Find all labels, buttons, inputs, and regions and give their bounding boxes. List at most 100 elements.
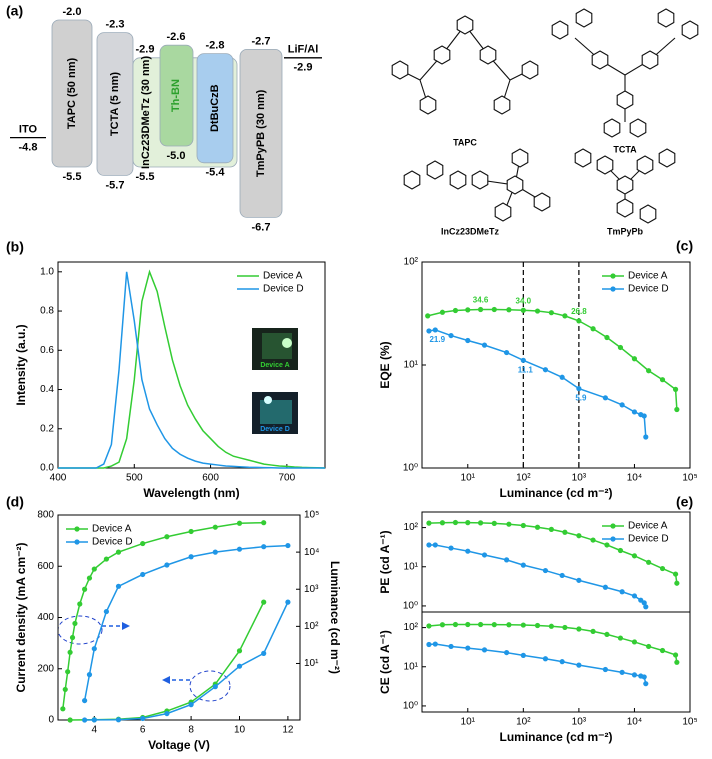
data-point xyxy=(619,402,625,408)
lumo-label: -2.0 xyxy=(63,6,82,18)
data-point xyxy=(477,306,484,313)
data-point xyxy=(602,584,608,590)
data-point xyxy=(534,524,541,530)
data-point xyxy=(67,649,73,655)
electrode-name: LiF/Al xyxy=(288,44,319,56)
data-point xyxy=(86,672,93,678)
data-point xyxy=(520,307,526,313)
legend-label: Device D xyxy=(263,284,304,295)
data-point xyxy=(164,710,170,717)
data-point xyxy=(432,327,438,333)
ring xyxy=(511,148,529,168)
data-point xyxy=(559,374,565,380)
x-tick-label: 10³ xyxy=(572,717,587,728)
energy-level-box xyxy=(51,19,93,168)
data-point xyxy=(448,332,454,339)
ring xyxy=(521,60,539,80)
data-point xyxy=(452,307,459,314)
data-point xyxy=(140,571,146,578)
molecule-tmpypb xyxy=(574,148,676,224)
data-point xyxy=(448,545,454,551)
y2-tick-label: 10³ xyxy=(304,584,319,595)
data-point xyxy=(504,649,510,656)
layer-name: TAPC (50 nm) xyxy=(66,58,78,130)
y-tick-label: 10² xyxy=(404,257,419,268)
lumo-label: -2.3 xyxy=(106,19,125,31)
data-point xyxy=(643,681,649,687)
legend-marker xyxy=(610,273,616,279)
data-point xyxy=(672,571,679,577)
legend-label: Device A xyxy=(628,271,668,282)
data-point xyxy=(115,583,122,589)
ring xyxy=(494,202,512,222)
y-tick-label: 800 xyxy=(37,510,54,521)
data-point xyxy=(236,663,243,669)
x-axis-label: Luminance (cd m⁻²) xyxy=(499,730,612,744)
y-tick-label: 200 xyxy=(37,663,54,674)
legend-label: Device D xyxy=(92,537,133,548)
device-glow xyxy=(264,396,272,404)
lumo-label: -2.8 xyxy=(206,40,225,52)
y-tick-label: 0.0 xyxy=(40,463,54,474)
data-point xyxy=(520,522,526,529)
data-point xyxy=(520,357,526,363)
legend-label: Device A xyxy=(628,521,668,532)
data-point xyxy=(631,553,638,559)
data-point xyxy=(520,562,526,568)
x-axis-label: Luminance (cd m⁻²) xyxy=(499,486,612,500)
data-point xyxy=(562,313,568,319)
panel-label: (e) xyxy=(676,494,693,510)
data-point xyxy=(439,520,446,526)
value-label: 5.9 xyxy=(575,394,587,403)
data-point xyxy=(548,623,554,629)
ring xyxy=(658,148,676,168)
energy-level-box xyxy=(239,49,283,218)
molecule-label: InCz23DMeTz xyxy=(441,226,500,236)
ring xyxy=(551,20,569,40)
y-tick-label: 10¹ xyxy=(404,661,419,672)
data-point xyxy=(477,520,484,526)
electrode-name: ITO xyxy=(19,124,38,136)
x-axis-label: Voltage (V) xyxy=(148,738,210,752)
value-label: 26.8 xyxy=(571,307,587,316)
data-point xyxy=(432,542,438,548)
data-point xyxy=(91,566,97,572)
ring xyxy=(574,148,592,168)
legend-label: Device D xyxy=(628,284,669,295)
x-axis-label: Wavelength (nm) xyxy=(143,486,239,500)
electrode-level-label: -4.8 xyxy=(19,142,38,154)
data-point xyxy=(77,601,83,607)
data-point xyxy=(641,600,647,606)
data-point xyxy=(576,577,582,583)
data-point xyxy=(491,622,497,628)
ring xyxy=(506,175,524,195)
data-point xyxy=(604,631,610,638)
data-point xyxy=(439,622,446,628)
data-point xyxy=(646,368,652,374)
legend-marker xyxy=(74,539,80,545)
energy-level-box xyxy=(196,53,234,164)
data-point xyxy=(674,659,680,665)
data-point xyxy=(140,540,146,547)
data-point xyxy=(425,313,431,319)
data-point xyxy=(506,307,512,313)
data-point xyxy=(465,307,471,313)
data-point xyxy=(426,542,432,548)
ring xyxy=(533,192,551,212)
data-point xyxy=(643,604,649,610)
x-tick-label: 12 xyxy=(282,725,294,736)
value-label: 21.9 xyxy=(429,335,445,344)
data-point xyxy=(212,684,218,690)
ring xyxy=(391,60,409,80)
data-point xyxy=(164,534,170,540)
series-line xyxy=(83,544,288,701)
data-point xyxy=(188,702,194,708)
data-point xyxy=(481,552,488,558)
data-point xyxy=(164,562,170,568)
molecule-label: TAPC xyxy=(453,137,477,147)
x-tick-label: 10² xyxy=(516,717,531,728)
data-point xyxy=(659,565,666,572)
data-point xyxy=(559,572,565,579)
y-tick-label: 10⁰ xyxy=(403,701,418,712)
data-point xyxy=(261,599,267,605)
